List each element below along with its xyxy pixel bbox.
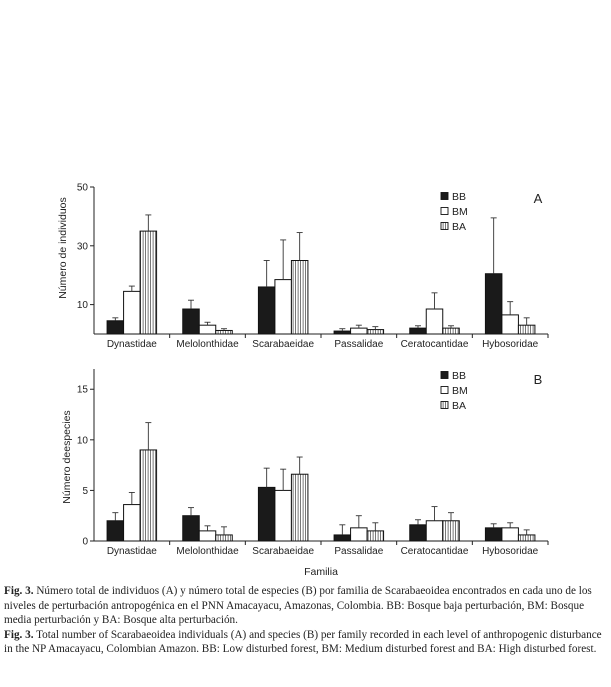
- panel-b-bar-bb: [484, 527, 503, 542]
- panel-a-bar-bm: [198, 324, 217, 335]
- panel-a-y-tick-label: 50: [77, 183, 89, 194]
- panel-a-panel-letter: A: [534, 191, 543, 206]
- panel-a-category-label: Melolonthidae: [176, 339, 239, 350]
- panel-b-species: 0 5 10 15 Número deespecies Dynastidae Melolon…: [61, 369, 549, 578]
- panel-a-category-label: Hybosoridae: [482, 339, 539, 350]
- figure-caption: Fig. 3. Número total de individuos (A) y…: [4, 584, 608, 657]
- panel-b-category-label: Ceratocantidae: [401, 546, 469, 557]
- panel-a-legend-swatch-bm: [440, 207, 449, 215]
- panel-a-bar-bb: [333, 330, 352, 335]
- panel-b-bar-bm: [501, 527, 519, 542]
- caption-english-text: Total number of Scarabaeoidea individual…: [4, 628, 602, 656]
- panel-a-bar-bm: [425, 308, 444, 335]
- caption-spanish-label: Fig. 3.: [4, 585, 34, 597]
- panel-b-bar-bb: [106, 520, 125, 542]
- panel-a-bar-ba: [215, 329, 233, 335]
- caption-english: Fig. 3. Total number of Scarabaeoidea in…: [4, 628, 608, 657]
- panel-b-y-tick-label: 0: [82, 537, 88, 548]
- panel-b-bar-ba: [517, 534, 536, 542]
- panel-b-legend-label-bm: BM: [452, 385, 468, 397]
- panel-a-legend-label-bb: BB: [452, 191, 466, 203]
- panel-b-x-axis-title: Familia: [304, 566, 338, 578]
- panel-b-bar-bb: [257, 486, 276, 542]
- panel-a-bar-bb: [182, 308, 200, 335]
- panel-b-y-axis-title: Número deespecies: [61, 410, 73, 503]
- panel-b-y-tick-label: 10: [77, 435, 89, 446]
- panel-a-category-label: Dynastidae: [107, 339, 157, 350]
- panel-b-legend-swatch-bm: [440, 386, 449, 394]
- panel-b-bar-ba: [442, 520, 460, 542]
- panel-b-bar-bm: [350, 527, 368, 542]
- panel-b-legend-label-ba: BA: [452, 400, 466, 412]
- panel-a-category-label: Ceratocantidae: [401, 339, 469, 350]
- panel-b-bar-bm: [274, 489, 292, 542]
- panel-a-bar-ba: [517, 324, 536, 335]
- panel-a-bar-bm: [501, 314, 519, 335]
- panel-a-category-label: Passalidae: [334, 339, 383, 350]
- panel-a-bar-bb: [257, 286, 276, 335]
- panel-b-bar-bb: [182, 515, 200, 542]
- panel-a-bar-bm: [350, 327, 368, 335]
- panel-a-y-axis-title: Número de individuos: [57, 197, 69, 299]
- panel-b-bar-ba: [366, 530, 385, 542]
- panel-b-y-tick-label: 15: [77, 385, 89, 396]
- panel-b-legend-label-bb: BB: [452, 370, 466, 382]
- panel-b-category-label: Passalidae: [334, 546, 383, 557]
- panel-b-category-label: Scarabaeidae: [252, 546, 314, 557]
- panel-a-individuals: 10 30 50 Número de individuos Dynastidae Melo…: [57, 183, 549, 350]
- panel-b-bar-ba: [215, 534, 233, 542]
- panel-a-bar-ba: [290, 260, 309, 335]
- panel-b-bar-bm: [198, 530, 217, 542]
- panel-b-y-tick-label: 5: [82, 486, 88, 497]
- panel-a-legend-swatch-ba: [440, 222, 449, 230]
- panel-a-bar-bb: [484, 273, 503, 335]
- panel-a-bar-bb: [106, 320, 125, 335]
- panel-b-bar-ba: [139, 449, 158, 542]
- panel-a-bar-ba: [366, 329, 385, 335]
- panel-a-bar-bm: [123, 290, 141, 335]
- panel-a-y-tick-label: 10: [77, 300, 89, 311]
- caption-english-label: Fig. 3.: [4, 628, 34, 641]
- panel-b-bar-bm: [123, 504, 141, 542]
- panel-a-category-label: Scarabaeidae: [252, 339, 314, 350]
- panel-a-legend-label-ba: BA: [452, 221, 466, 233]
- panel-b-legend-swatch-ba: [440, 401, 449, 409]
- panel-b-panel-letter: B: [534, 372, 543, 387]
- panel-a-legend-swatch-bb: [440, 192, 449, 200]
- panel-a-legend-label-bm: BM: [452, 206, 468, 218]
- panel-a-bar-bb: [409, 327, 427, 335]
- panel-b-bar-bb: [409, 524, 427, 542]
- panel-a-bar-ba: [442, 327, 460, 335]
- panel-b-bar-bb: [333, 534, 352, 542]
- panel-b-bar-ba: [290, 473, 309, 542]
- panel-a-bar-bm: [274, 279, 292, 335]
- panel-a-y-tick-label: 30: [77, 241, 89, 252]
- panel-b-category-label: Dynastidae: [107, 546, 157, 557]
- panel-b-legend-swatch-bb: [440, 371, 449, 379]
- panel-a-bar-ba: [139, 230, 158, 335]
- panel-b-bar-bm: [425, 520, 444, 542]
- panel-b-category-label: Hybosoridae: [482, 546, 539, 557]
- caption-spanish: Fig. 3. Número total de individuos (A) y…: [4, 584, 608, 628]
- caption-spanish-text: Número total de individuos (A) y número …: [4, 585, 592, 627]
- panel-b-category-label: Melolonthidae: [176, 546, 239, 557]
